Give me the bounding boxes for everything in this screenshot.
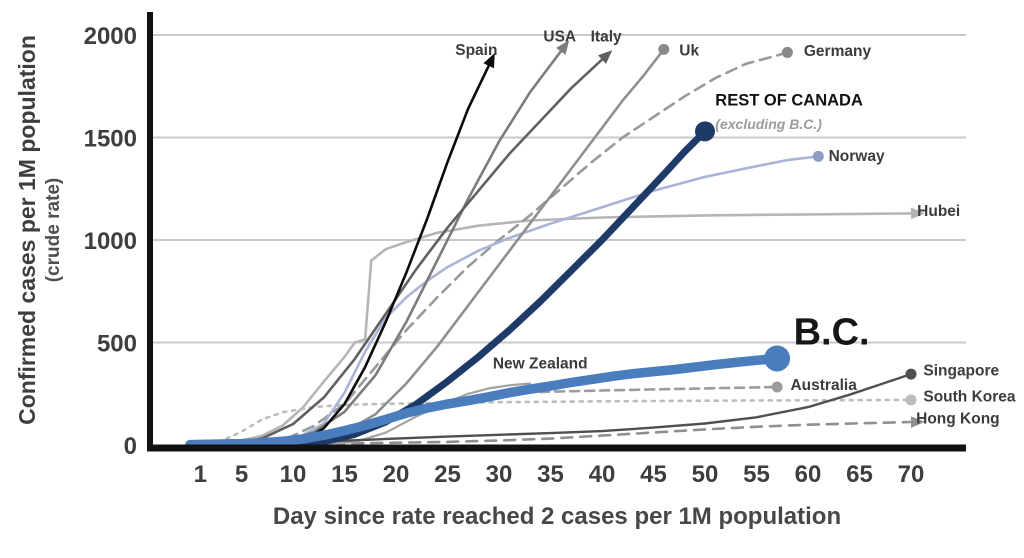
- series-line-bc: [185, 353, 782, 450]
- series-label-australia: Australia: [790, 377, 857, 394]
- series-label-hubei: Hubei: [917, 203, 960, 220]
- x-tick-label-30: 30: [486, 461, 513, 488]
- y-axis-title: Confirmed cases per 1M population: [14, 35, 40, 425]
- series-label-rest-of-canada: REST OF CANADA: [715, 92, 863, 110]
- series-arrowhead-italy: [598, 50, 613, 64]
- series-endpoint-uk: [658, 43, 670, 55]
- series-label-new-zealand: New Zealand: [493, 356, 588, 373]
- series-endpoint-rest-of-canada: [695, 121, 715, 142]
- x-tick-label-45: 45: [640, 461, 667, 488]
- series-line-spain: [281, 64, 491, 446]
- series-arrowhead-hubei: [910, 207, 925, 220]
- y-tick-label-1000: 1000: [84, 228, 137, 255]
- series-line-norway: [260, 155, 820, 446]
- series-line-hubei: [199, 212, 913, 446]
- x-tick-label-60: 60: [795, 461, 822, 488]
- x-tick-label-35: 35: [537, 461, 564, 488]
- series-line-italy: [229, 58, 604, 446]
- x-tick-label-20: 20: [383, 461, 410, 488]
- series-endpoint-norway: [812, 150, 824, 162]
- y-tick-label-0: 0: [124, 433, 137, 460]
- x-tick-label-40: 40: [589, 461, 616, 488]
- x-tick-label-15: 15: [331, 461, 358, 488]
- series-endpoint-germany: [781, 46, 793, 58]
- series-arrowhead-spain: [483, 53, 495, 69]
- series-label-usa: USA: [543, 29, 576, 46]
- series-label-bc: B.C.: [794, 312, 870, 354]
- x-tick-label-65: 65: [846, 461, 873, 488]
- x-tick-label-10: 10: [280, 461, 307, 488]
- series-label-germany: Germany: [804, 43, 872, 60]
- series-line-uk: [281, 48, 666, 446]
- series-endpoint-bc: [764, 345, 791, 372]
- x-tick-label-5: 5: [235, 461, 248, 488]
- x-tick-label-25: 25: [434, 461, 461, 488]
- series-label-hong-kong: Hong Kong: [916, 411, 1000, 428]
- x-tick-label-50: 50: [692, 461, 719, 488]
- series-endpoint-australia: [771, 381, 783, 393]
- y-tick-label-2000: 2000: [84, 23, 137, 50]
- x-axis-title: Day since rate reached 2 cases per 1M po…: [272, 503, 842, 530]
- series-line-south-korea: [199, 398, 913, 446]
- series-arrowhead-usa: [556, 40, 570, 55]
- x-tick-label-1: 1: [194, 461, 207, 488]
- series-line-germany: [250, 51, 789, 446]
- y-tick-label-500: 500: [97, 331, 137, 358]
- series-label-spain: Spain: [455, 42, 497, 59]
- series-label-south-korea: South Korea: [923, 389, 1016, 406]
- y-tick-label-1500: 1500: [84, 126, 137, 153]
- series-arrowhead-hong-kong: [910, 416, 925, 428]
- series-line-australia: [291, 385, 779, 446]
- series-line-hong-kong: [199, 420, 913, 446]
- x-tick-label-55: 55: [743, 461, 770, 488]
- x-tick-label-70: 70: [898, 461, 925, 488]
- series-label-italy: Italy: [591, 29, 622, 46]
- series-label-singapore: Singapore: [923, 363, 999, 380]
- series-endpoint-singapore: [905, 368, 917, 380]
- y-axis-subtitle: (crude rate): [43, 177, 64, 283]
- series-label-uk: Uk: [679, 43, 699, 60]
- series-sublabel-rest-of-canada: (excluding B.C.): [715, 116, 822, 132]
- series-endpoint-south-korea: [905, 394, 917, 406]
- series-label-norway: Norway: [829, 148, 885, 165]
